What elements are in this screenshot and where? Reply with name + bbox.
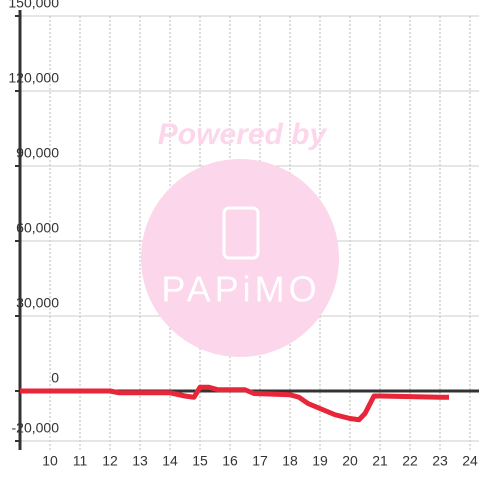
x-tick-label: 21 xyxy=(372,453,388,469)
x-tick-label: 12 xyxy=(102,453,118,469)
x-tick-label: 10 xyxy=(42,453,58,469)
watermark-text: Powered by xyxy=(158,118,328,151)
y-tick-label: -20,000 xyxy=(12,420,60,436)
x-tick-label: 13 xyxy=(132,453,148,469)
x-tick-label: 15 xyxy=(192,453,208,469)
x-tick-label: 14 xyxy=(162,453,178,469)
y-tick-label: 90,000 xyxy=(16,145,59,161)
x-tick-label: 16 xyxy=(222,453,238,469)
x-tick-label: 23 xyxy=(432,453,448,469)
x-tick-label: 11 xyxy=(73,453,88,469)
x-tick-label: 20 xyxy=(342,453,358,469)
x-tick-label: 22 xyxy=(402,453,418,469)
x-tick-label: 24 xyxy=(462,453,478,469)
x-tick-label: 18 xyxy=(282,453,298,469)
watermark-logo: PAPiMO xyxy=(161,269,320,310)
y-tick-label: 60,000 xyxy=(16,220,59,236)
watermark-phone xyxy=(222,206,260,260)
y-tick-label: 150,000 xyxy=(8,0,59,11)
x-tick-label: 17 xyxy=(252,453,268,469)
y-tick-label: 30,000 xyxy=(16,295,59,311)
data-line xyxy=(20,384,449,423)
y-tick-label: 120,000 xyxy=(8,70,59,86)
y-tick-label: 0 xyxy=(51,370,59,386)
x-tick-label: 19 xyxy=(312,453,328,469)
